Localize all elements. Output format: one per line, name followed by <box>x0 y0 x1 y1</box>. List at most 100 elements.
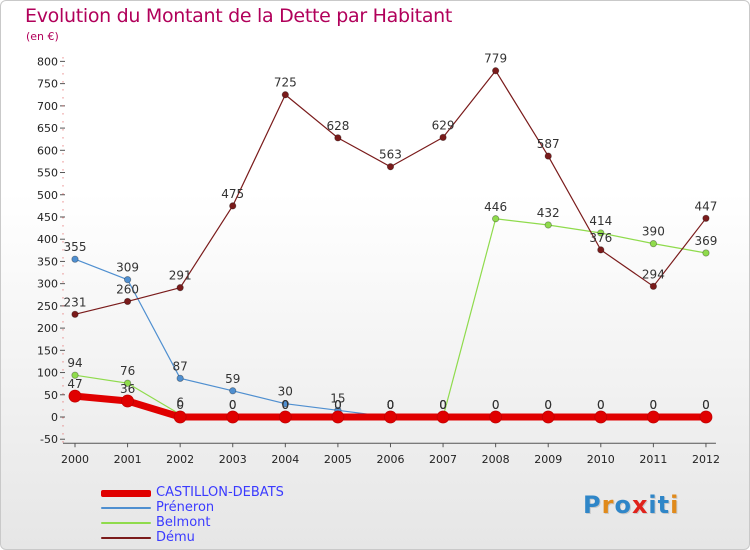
data-label: 0 <box>702 398 710 412</box>
data-label: 15 <box>330 391 345 405</box>
data-point <box>702 249 710 257</box>
series-points <box>68 67 713 424</box>
x-tick-label: 2000 <box>61 453 89 466</box>
data-point <box>334 134 342 142</box>
data-point <box>436 410 450 424</box>
x-tick-label: 2003 <box>219 453 247 466</box>
data-label: 231 <box>64 295 87 309</box>
data-label: 76 <box>120 364 135 378</box>
brand-logo: Proxiti <box>583 491 680 519</box>
data-point <box>71 255 79 263</box>
data-label: 6 <box>176 395 184 409</box>
data-point <box>331 410 345 424</box>
series-line <box>74 258 706 418</box>
data-label: 376 <box>589 231 612 245</box>
data-point <box>384 410 397 424</box>
data-point <box>278 410 292 424</box>
y-tick-label: 50 <box>44 389 58 402</box>
data-point <box>649 240 657 248</box>
data-point <box>541 410 555 424</box>
x-tick-label: 2001 <box>114 453 142 466</box>
data-label: 0 <box>597 398 605 412</box>
data-point <box>492 215 500 223</box>
data-label: 59 <box>225 372 240 386</box>
y-tick-label: 250 <box>37 300 58 313</box>
y-tick-label: 550 <box>37 167 58 180</box>
data-point <box>226 410 240 424</box>
data-label: 0 <box>281 398 289 412</box>
legend-swatch <box>101 537 151 539</box>
data-label: 291 <box>169 269 192 283</box>
data-label: 0 <box>650 398 658 412</box>
x-tick-label: 2006 <box>376 453 404 466</box>
y-tick-label: 600 <box>37 144 58 157</box>
data-point <box>439 133 447 142</box>
data-label: 0 <box>492 398 500 412</box>
x-tick-label: 2011 <box>639 453 667 466</box>
data-label: 446 <box>484 200 507 214</box>
data-point <box>123 297 132 306</box>
y-tick-label: 350 <box>37 255 58 268</box>
y-tick-label: 400 <box>37 233 58 246</box>
data-label: 390 <box>642 225 665 239</box>
x-tick-label: 2010 <box>587 453 615 466</box>
data-label: 47 <box>67 377 82 391</box>
data-label: 0 <box>544 398 552 412</box>
data-point <box>68 389 82 403</box>
chart-title: Evolution du Montant de la Dette par Hab… <box>25 5 453 27</box>
data-point <box>702 214 710 222</box>
data-label: 0 <box>544 398 552 412</box>
data-label: 587 <box>537 137 560 151</box>
data-label: 0 <box>387 398 395 412</box>
data-point <box>646 410 660 424</box>
data-label: 628 <box>326 119 349 133</box>
x-tick-label: 2002 <box>166 453 194 466</box>
data-point <box>281 91 289 99</box>
y-tick-label: -50 <box>40 433 58 446</box>
data-label: 0 <box>702 398 710 412</box>
data-label: 0 <box>439 398 447 412</box>
data-label: 0 <box>229 398 237 412</box>
x-tick-label: 2009 <box>534 453 562 466</box>
data-label: 309 <box>116 261 139 275</box>
x-tick-label: 2007 <box>429 453 457 466</box>
data-label: 414 <box>589 214 612 228</box>
data-point <box>489 410 503 424</box>
x-tick-label: 2008 <box>482 453 510 466</box>
data-label: 87 <box>173 359 188 373</box>
data-point <box>123 276 132 284</box>
series-line <box>74 218 707 418</box>
data-label: 0 <box>334 398 342 412</box>
data-point <box>123 379 132 387</box>
data-label: 563 <box>379 148 402 162</box>
data-label: 369 <box>695 234 718 248</box>
data-point <box>176 374 184 382</box>
data-label: 0 <box>334 398 342 412</box>
data-point <box>597 229 605 237</box>
y-tick-label: 750 <box>37 78 58 91</box>
data-point <box>71 310 79 318</box>
data-label: 0 <box>492 398 500 412</box>
x-tick-label: 2005 <box>324 453 352 466</box>
data-point <box>544 152 552 160</box>
data-label: 0 <box>387 398 395 412</box>
y-tick-label: 650 <box>37 122 58 135</box>
data-label: 0 <box>229 398 237 412</box>
data-label: 629 <box>432 118 455 132</box>
data-point <box>229 387 237 395</box>
data-label: 30 <box>278 385 293 399</box>
data-point <box>173 410 187 424</box>
x-tick-label: 2004 <box>271 453 299 466</box>
data-label: 94 <box>67 356 82 370</box>
data-point <box>544 221 552 229</box>
data-label: 779 <box>484 52 507 66</box>
data-label: 0 <box>387 398 395 412</box>
data-label: 260 <box>116 282 139 296</box>
data-label: 725 <box>274 76 297 90</box>
data-label: 0 <box>439 398 447 412</box>
data-label: 0 <box>281 398 289 412</box>
data-point <box>71 371 79 379</box>
data-label: 0 <box>439 398 447 412</box>
data-point <box>121 394 134 408</box>
